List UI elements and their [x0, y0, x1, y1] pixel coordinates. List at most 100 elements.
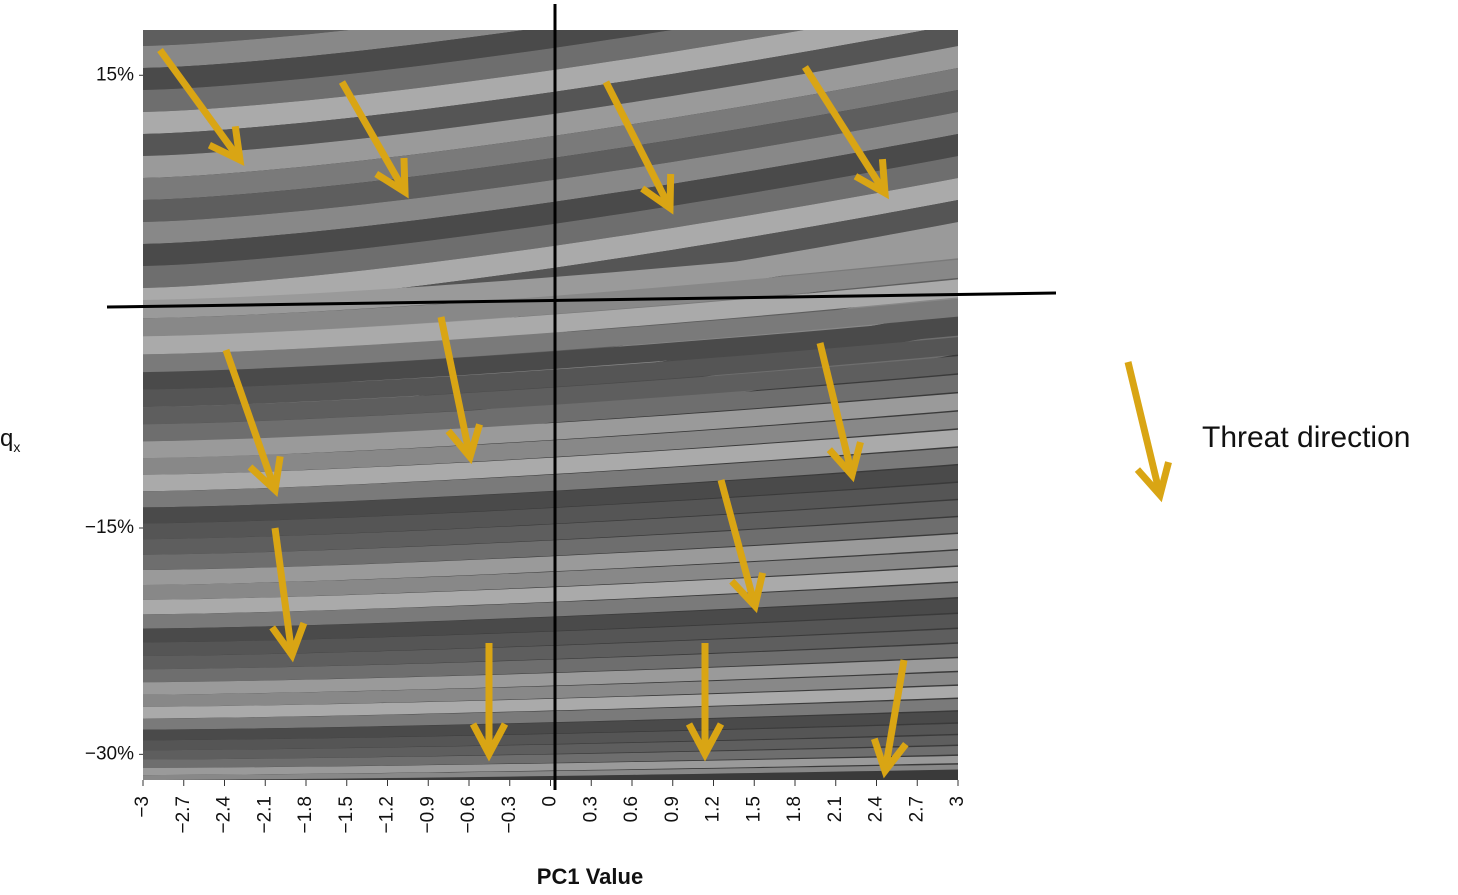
stripe	[143, 658, 958, 695]
arrow-shaft	[802, 65, 886, 192]
stripe	[143, 735, 958, 760]
threat-arrow	[1124, 361, 1172, 503]
stripe	[143, 672, 958, 707]
threat-arrow	[437, 316, 483, 465]
stripe	[143, 0, 958, 24]
stripe	[143, 429, 958, 492]
stripe	[143, 178, 958, 310]
stripe	[143, 134, 958, 266]
stripe	[143, 534, 958, 586]
stripe	[143, 30, 926, 134]
arrows	[157, 47, 1172, 779]
threat-arrow	[870, 659, 909, 779]
stripe	[143, 764, 958, 780]
stripe	[143, 356, 958, 425]
x-tick-label: −0.9	[417, 796, 438, 834]
arrow-shaft	[882, 659, 908, 768]
arrow-head	[1134, 461, 1172, 503]
stripe	[143, 755, 958, 776]
arrow-head	[445, 423, 483, 465]
stripe	[143, 723, 958, 751]
stripe	[143, 711, 958, 741]
horizontal-divider	[106, 291, 1057, 309]
stripe	[143, 30, 958, 156]
x-tick-label: −0.3	[499, 796, 520, 834]
threat-arrow	[802, 65, 889, 200]
x-tick-label: 3	[947, 796, 968, 807]
x-tick-label: 2.4	[866, 796, 887, 823]
stripe	[143, 156, 958, 288]
x-tick-label: 0	[540, 796, 561, 807]
stripe	[143, 90, 958, 222]
arrow-shaft	[271, 527, 295, 652]
stripe	[143, 30, 672, 90]
stripe	[143, 68, 958, 200]
arrow-head	[269, 621, 308, 663]
arrow-head	[640, 173, 675, 215]
stripe	[143, 613, 958, 657]
stripe	[143, 374, 958, 442]
arrow-head	[685, 722, 725, 762]
arrow-shaft	[338, 80, 407, 191]
arrow-shaft	[602, 80, 672, 207]
threat-arrow	[469, 643, 509, 762]
y-tick-label: −15%	[85, 517, 134, 538]
x-tick-label: −0.6	[458, 796, 479, 834]
stripe	[143, 629, 958, 670]
stripe	[143, 298, 958, 373]
x-tick-label: 1.5	[743, 796, 764, 822]
stripe	[143, 393, 958, 459]
x-tick-label: −2.1	[254, 796, 275, 834]
arrow-shaft	[1124, 361, 1163, 492]
stripe	[143, 279, 958, 355]
stripe	[143, 318, 958, 390]
stripe	[143, 411, 958, 475]
arrow-head	[853, 158, 889, 200]
stripe	[143, 566, 958, 615]
x-tick-label: −2.4	[214, 796, 235, 834]
arrow-head	[826, 441, 864, 483]
threat-arrow	[222, 348, 284, 498]
arrow-head	[207, 125, 245, 167]
y-label-subscript: x	[13, 439, 20, 455]
arrow-shaft	[717, 479, 758, 604]
stripe	[143, 46, 958, 178]
arrow-head	[469, 722, 509, 762]
arrow-head	[729, 572, 767, 614]
x-tick-label: −2.7	[173, 796, 194, 834]
stripe	[143, 240, 958, 319]
legend-label: Threat direction	[1202, 421, 1410, 454]
stripe	[143, 550, 958, 600]
threat-arrow	[269, 527, 308, 663]
x-tick-label: 0.6	[621, 796, 642, 822]
x-tick-label: 1.2	[703, 796, 724, 822]
stripe	[143, 517, 958, 571]
y-label-base: q	[0, 425, 13, 452]
arrow-shaft	[437, 316, 473, 454]
x-axis-label: PC1 Value	[537, 864, 643, 889]
arrow-shaft	[157, 47, 241, 159]
x-tick-label: 2.7	[906, 796, 927, 822]
x-tick-label: 1.8	[784, 796, 805, 822]
x-tick-label: 0.9	[662, 796, 683, 822]
stripe-field	[143, 0, 958, 780]
stripe	[143, 685, 958, 719]
stripe	[143, 482, 958, 540]
x-tick-label: −1.8	[295, 796, 316, 834]
threat-arrow	[816, 342, 864, 483]
stripe	[143, 698, 958, 730]
threat-arrow	[157, 47, 245, 167]
stripe	[143, 447, 958, 508]
x-tick-label: 2.1	[825, 796, 846, 822]
threat-arrow	[602, 80, 675, 215]
stripe	[143, 30, 804, 112]
threat-arrow	[685, 643, 725, 762]
stripe	[143, 500, 958, 555]
stripe	[143, 465, 958, 524]
y-tick-label: −30%	[85, 743, 134, 764]
x-tick-label: −3	[132, 796, 153, 818]
threat-arrow	[338, 80, 409, 199]
stripe	[143, 746, 958, 768]
stripe	[143, 0, 958, 2]
